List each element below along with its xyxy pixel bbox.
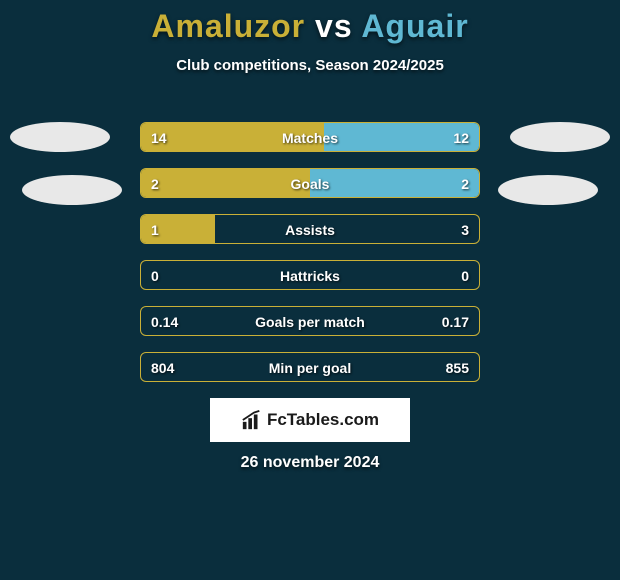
date-text: 26 november 2024 xyxy=(0,454,620,472)
subtitle: Club competitions, Season 2024/2025 xyxy=(0,57,620,74)
stat-value-left: 0.14 xyxy=(151,307,178,336)
stat-row: Hattricks0 0 xyxy=(140,260,480,290)
stat-row: Assists1 3 xyxy=(140,214,480,244)
comparison-title: Amaluzor vs Aguair xyxy=(0,0,620,45)
player2-badge-2 xyxy=(498,175,598,205)
stat-value-right: 855 xyxy=(446,353,469,382)
logo: FcTables.com xyxy=(210,398,410,442)
stat-value-left: 0 xyxy=(151,261,159,290)
logo-chart-icon xyxy=(241,409,263,431)
stat-value-right: 12 xyxy=(453,123,469,152)
stat-value-left: 2 xyxy=(151,169,159,198)
logo-text: FcTables.com xyxy=(267,410,379,430)
stat-value-right: 0 xyxy=(461,261,469,290)
player1-badge-2 xyxy=(22,175,122,205)
stats-container: Matches14 12 Goals2 2 Assists1 3 Hattricks0 0 Go… xyxy=(140,122,480,398)
stat-value-right: 2 xyxy=(461,169,469,198)
stat-label: Goals per match xyxy=(141,307,479,336)
stat-row: Goals per match0.14 0.17 xyxy=(140,306,480,336)
stat-value-right: 3 xyxy=(461,215,469,244)
stat-row: Min per goal804 855 xyxy=(140,352,480,382)
stat-label: Hattricks xyxy=(141,261,479,290)
stat-value-right: 0.17 xyxy=(442,307,469,336)
stat-label: Matches xyxy=(141,123,479,152)
stat-label: Min per goal xyxy=(141,353,479,382)
stat-value-left: 804 xyxy=(151,353,174,382)
stat-value-left: 14 xyxy=(151,123,167,152)
stat-row: Goals2 2 xyxy=(140,168,480,198)
stat-label: Assists xyxy=(141,215,479,244)
player2-badge-1 xyxy=(510,122,610,152)
stat-value-left: 1 xyxy=(151,215,159,244)
stat-label: Goals xyxy=(141,169,479,198)
player1-badge-1 xyxy=(10,122,110,152)
stat-row: Matches14 12 xyxy=(140,122,480,152)
player1-name: Amaluzor xyxy=(151,8,305,44)
vs-text: vs xyxy=(315,8,353,44)
player2-name: Aguair xyxy=(361,8,468,44)
